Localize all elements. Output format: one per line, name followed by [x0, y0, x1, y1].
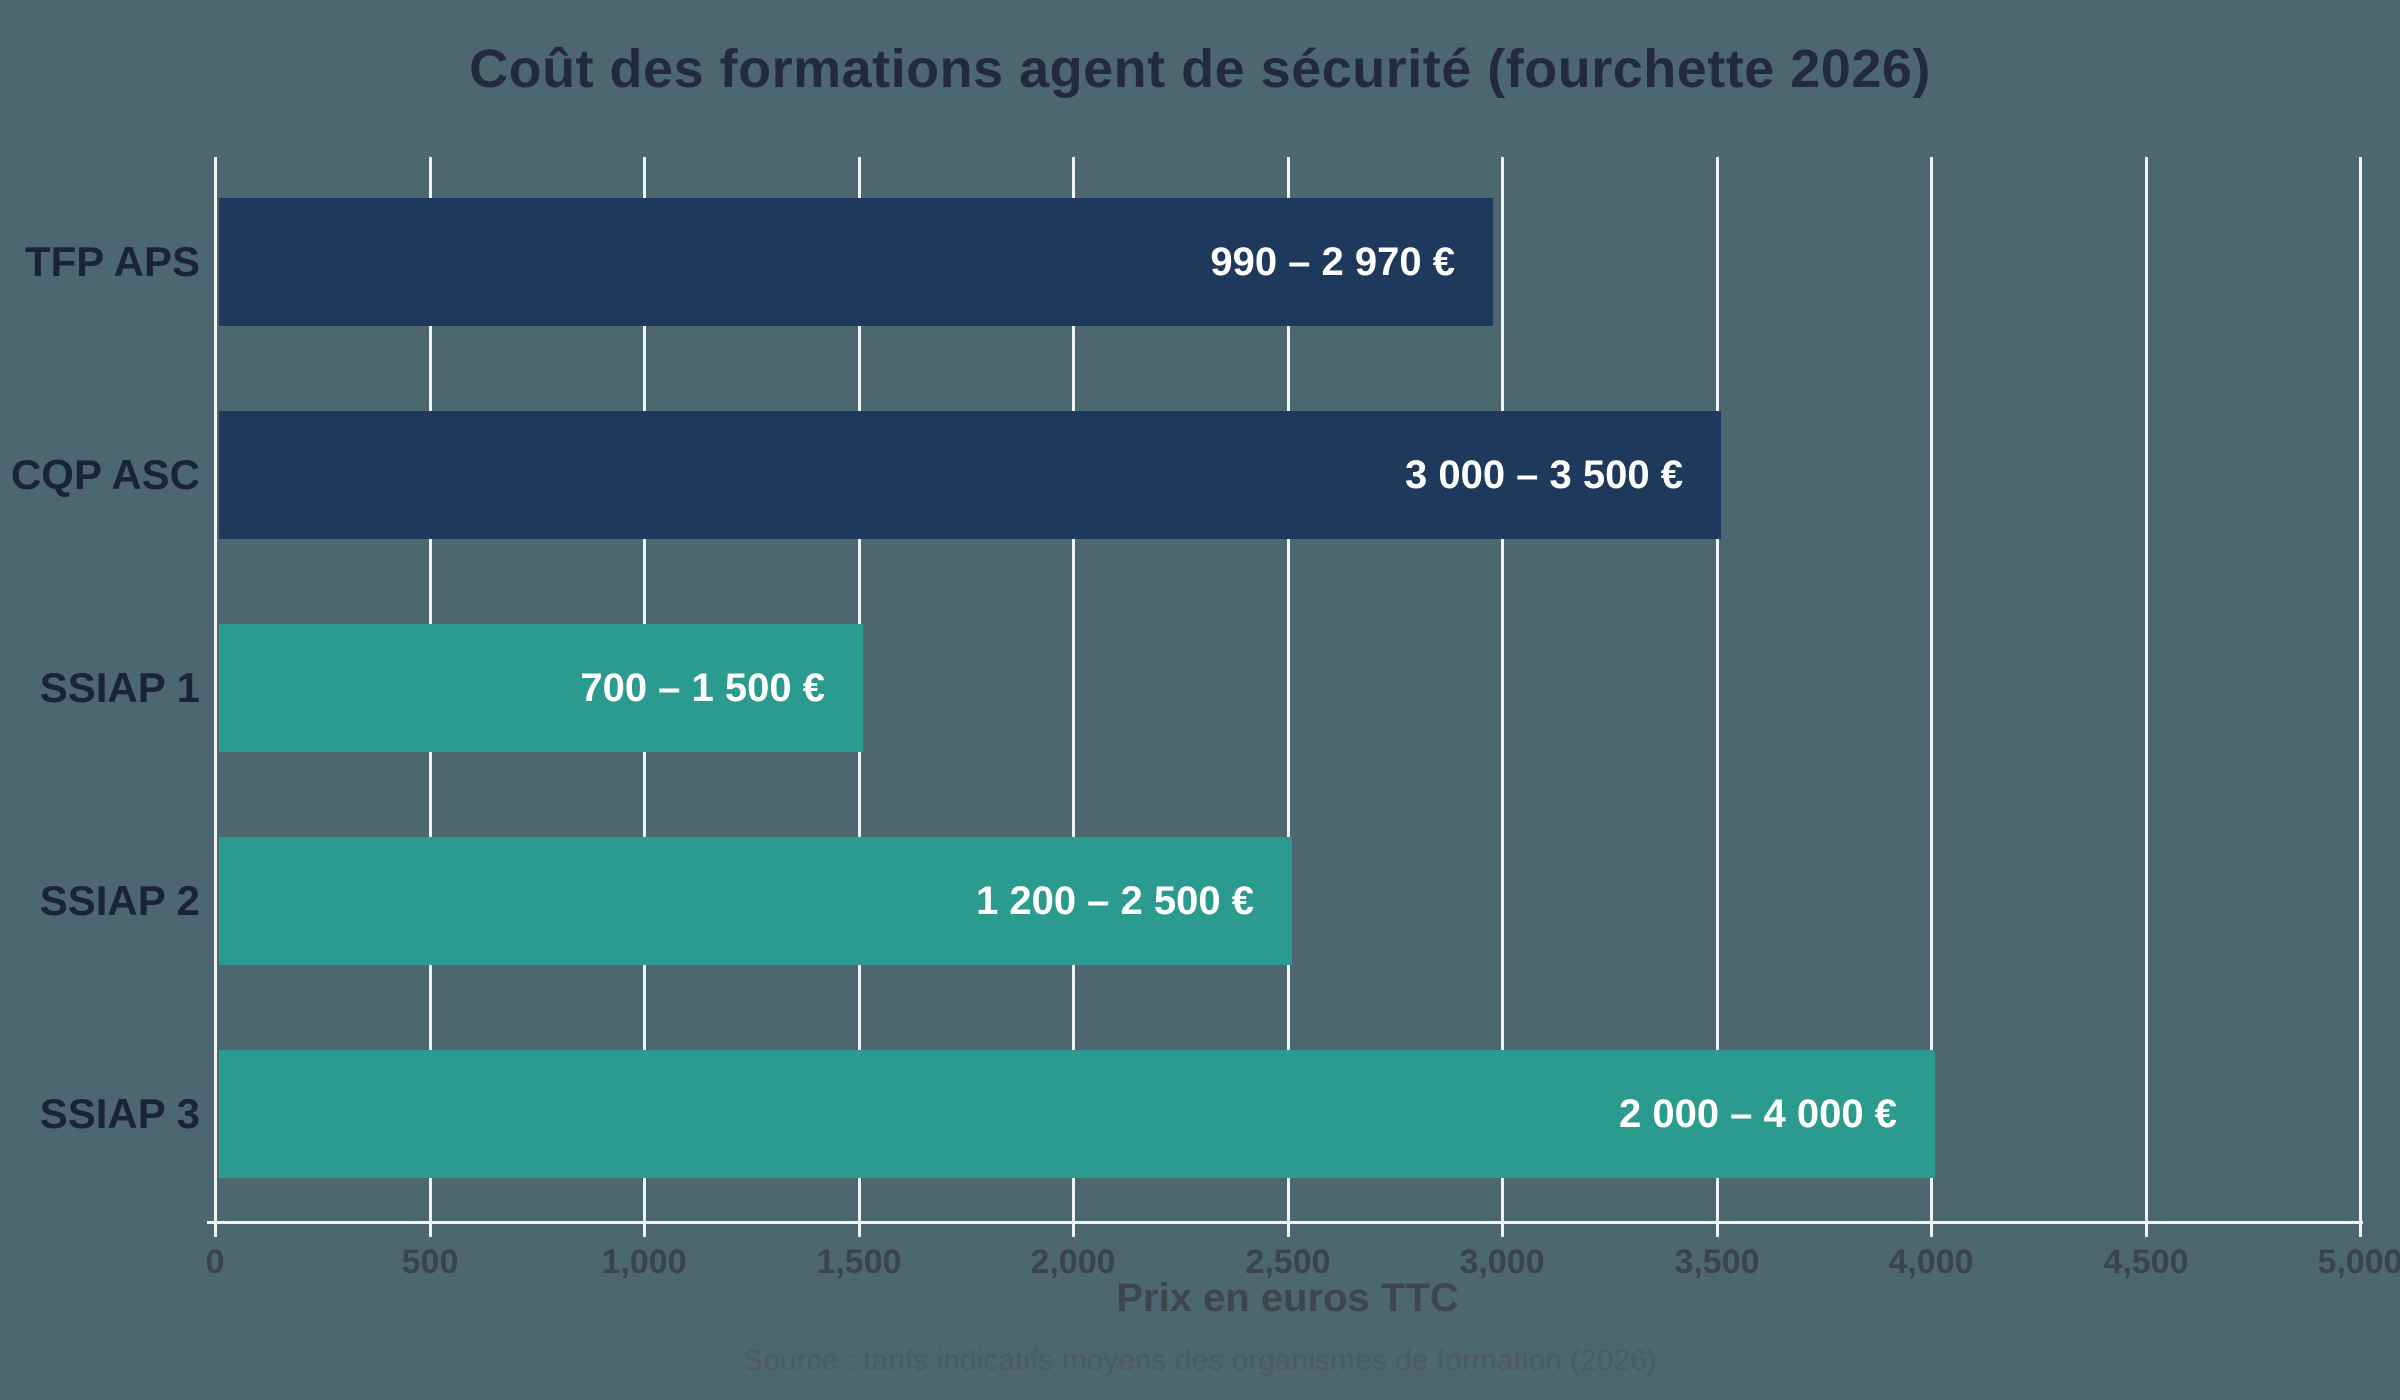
gridline-x-3000: [1501, 157, 1504, 1222]
x-tick-mark: [1501, 1224, 1504, 1237]
x-tick-mark: [643, 1224, 646, 1237]
bar-cqp-asc: 3 000 – 3 500 €: [219, 411, 1721, 539]
bar-ssiap-3: 2 000 – 4 000 €: [219, 1050, 1935, 1178]
chart-title: Coût des formations agent de sécurité (f…: [469, 39, 1931, 99]
category-label-ssiap-1: SSIAP 1: [39, 664, 200, 711]
bar-ssiap-1: 700 – 1 500 €: [219, 624, 863, 752]
x-axis-label: Prix en euros TTC: [1116, 1276, 1459, 1320]
x-tick-label: 1,500: [816, 1243, 902, 1281]
source-note: Source : tarifs indicatifs moyens des or…: [743, 1344, 1657, 1377]
bar-ssiap-2: 1 200 – 2 500 €: [219, 837, 1292, 965]
bar-value-label: 700 – 1 500 €: [580, 665, 825, 710]
x-tick-label: 2,500: [1245, 1243, 1331, 1281]
gridline-x-2000: [1072, 157, 1075, 1222]
bar-value-label: 990 – 2 970 €: [1210, 239, 1455, 284]
category-label-tfp-aps: TFP APS: [24, 238, 200, 285]
gridline-x-0: [214, 157, 217, 1222]
bar-value-label: 3 000 – 3 500 €: [1404, 452, 1683, 497]
bar-value-label: 1 200 – 2 500 €: [975, 878, 1254, 923]
x-tick-mark: [1930, 1224, 1933, 1237]
category-label-ssiap-2: SSIAP 2: [39, 877, 200, 924]
gridline-x-5000: [2359, 157, 2362, 1222]
gridline-x-3500: [1716, 157, 1719, 1222]
category-label-ssiap-3: SSIAP 3: [39, 1090, 200, 1137]
x-tick-label: 3,000: [1459, 1243, 1545, 1281]
gridline-x-4000: [1930, 157, 1933, 1222]
gridline-x-4500: [2145, 157, 2148, 1222]
bar-tfp-aps: 990 – 2 970 €: [219, 198, 1493, 326]
x-tick-mark: [1287, 1224, 1290, 1237]
x-axis-line: [207, 1221, 2363, 1224]
x-tick-label: 1,000: [601, 1243, 687, 1281]
category-label-cqp-asc: CQP ASC: [10, 451, 200, 498]
x-tick-mark: [1072, 1224, 1075, 1237]
gridline-x-2500: [1287, 157, 1290, 1222]
x-tick-mark: [214, 1224, 217, 1237]
x-tick-label: 3,500: [1674, 1243, 1760, 1281]
x-tick-mark: [2145, 1224, 2148, 1237]
x-tick-mark: [429, 1224, 432, 1237]
x-tick-mark: [858, 1224, 861, 1237]
bar-value-label: 2 000 – 4 000 €: [1618, 1091, 1897, 1136]
plot-area: 0 500 1,000 1,500 2,000 2,500 3,000 3,500 4,000 4…: [206, 157, 2400, 1281]
x-tick-label: 2,000: [1030, 1243, 1116, 1281]
x-tick-mark: [1716, 1224, 1719, 1237]
x-tick-label: 4,000: [1888, 1243, 1974, 1281]
x-tick-label: 0: [205, 1243, 225, 1281]
x-tick-label: 5,000: [2317, 1243, 2400, 1281]
x-tick-label: 500: [401, 1243, 459, 1281]
x-tick-label: 4,500: [2103, 1243, 2189, 1281]
x-tick-mark: [2359, 1224, 2362, 1237]
